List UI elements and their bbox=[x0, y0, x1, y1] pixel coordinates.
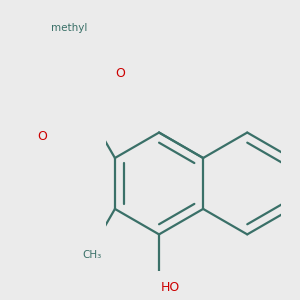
Text: methyl: methyl bbox=[52, 23, 88, 33]
Text: O: O bbox=[115, 67, 125, 80]
Text: HO: HO bbox=[160, 281, 180, 294]
Text: CH₃: CH₃ bbox=[82, 250, 102, 260]
Text: O: O bbox=[37, 130, 47, 143]
